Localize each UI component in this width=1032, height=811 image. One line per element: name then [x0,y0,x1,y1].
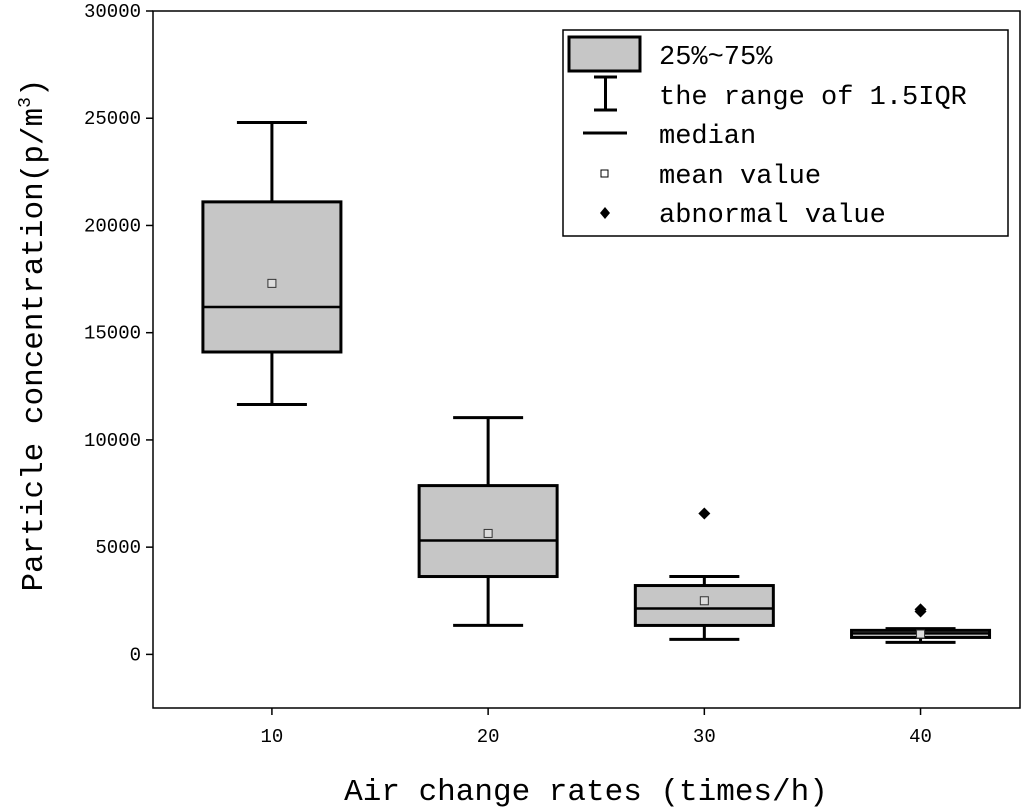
mean-marker [483,528,493,538]
legend-label-median: median [659,122,756,152]
legend-label-outlier: abnormal value [659,201,886,231]
box-group-40 [850,603,992,644]
legend-whisker-icon [594,75,617,112]
box-group-10 [201,121,343,407]
outlier-marker [698,507,711,520]
legend-outlier-icon [600,207,610,219]
y-axis-label-sup: 3 [16,97,36,108]
outlier-marker [914,603,927,616]
mean-marker [916,629,926,639]
y-tick-label: 30000 [84,1,141,23]
legend-mean-icon [600,169,609,178]
box-group-20 [417,416,559,627]
y-tick-label: 5000 [95,537,141,559]
y-tick-label: 10000 [84,430,141,452]
legend-label-mean: mean value [659,162,821,192]
x-tick-label: 40 [909,726,932,748]
y-axis-label: Particle concentration(p/m3) [16,78,52,591]
y-axis-label-main: Particle concentration(p/m [17,108,52,592]
iqr-box [201,200,343,354]
legend-box-swatch [567,35,642,73]
y-tick-label: 15000 [84,323,141,345]
y-axis-label-end: ) [17,78,52,97]
x-tick-label: 10 [261,726,284,748]
legend-label-range: the range of 1.5IQR [659,83,967,113]
mean-marker [267,278,277,288]
iqr-box [633,584,775,627]
mean-marker [699,596,709,606]
legend-label-iqr-box: 25%~75% [659,43,773,73]
y-tick-label: 20000 [84,215,141,237]
x-axis-label: Air change rates (times/h) [344,775,828,810]
plot-frame [152,10,1021,709]
box-group-30 [633,507,775,641]
x-tick-label: 30 [693,726,716,748]
axes: 0 5000 10000 15000 20000 25000 30000 10 20 30 40 [84,1,1021,748]
x-tick-label: 20 [477,726,500,748]
boxes [201,121,992,644]
legend: 25%~75% the range of 1.5IQR median mean … [562,29,1009,237]
y-tick-label: 25000 [84,108,141,130]
y-tick-label: 0 [130,644,141,666]
